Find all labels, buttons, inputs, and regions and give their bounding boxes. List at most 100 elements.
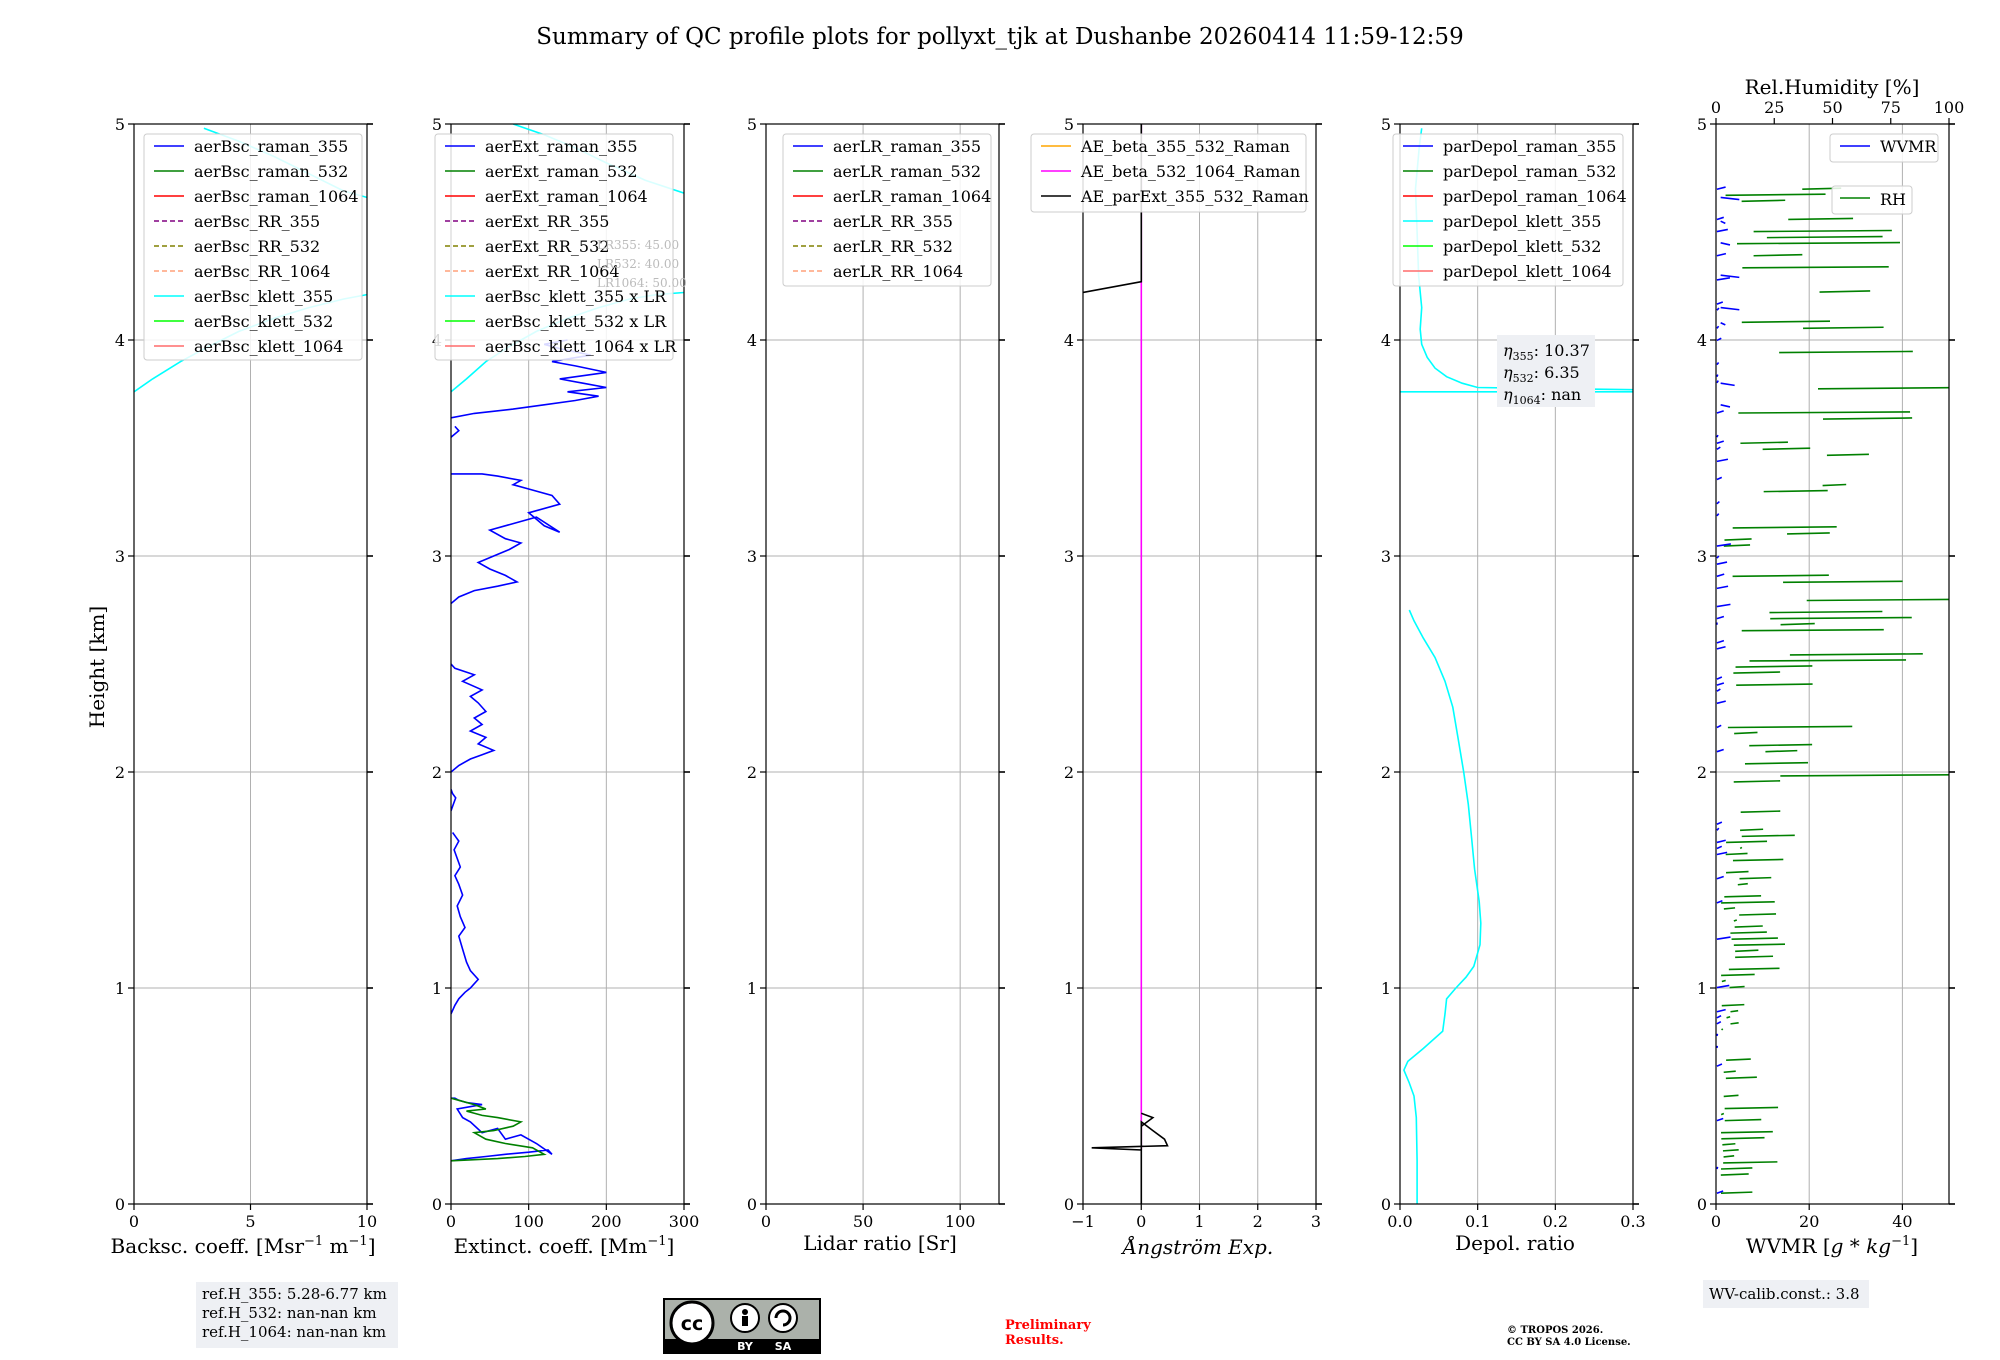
plot-frame xyxy=(1399,123,1634,1205)
x-tick-label: −1 xyxy=(1071,1212,1095,1231)
top-x-tick-label: 0 xyxy=(1711,98,1721,117)
series-line-rh xyxy=(1753,253,1803,257)
eta-value: η1064: nan xyxy=(1503,385,1581,407)
series-line-wvmr xyxy=(1716,1008,1726,1013)
series-line-wvmr xyxy=(1716,543,1732,547)
series-line-wvmr xyxy=(1716,410,1724,414)
legend-label: aerLR_RR_1064 xyxy=(833,262,963,281)
license-sa-label: SA xyxy=(775,1340,792,1353)
series-line-rh xyxy=(1724,1106,1779,1110)
series-line-wvmr xyxy=(1716,875,1724,880)
series-line-wvmr xyxy=(1716,639,1725,644)
series-line-rh xyxy=(1720,1191,1753,1194)
series-line-rh xyxy=(1779,350,1913,354)
x-axis-label-backscatter: Backsc. coeff. [Msr−1 m−1] xyxy=(111,1234,376,1258)
panel-backscatter: 0 5 10 0 1 2 3 4 5 aerBsc_raman_355 aerBsc_raman_5… xyxy=(115,115,377,1231)
legend-label: parDepol_klett_355 xyxy=(1443,212,1601,231)
series-line-aerext-raman-355 xyxy=(451,473,562,605)
series-line-wvmr xyxy=(1716,839,1726,844)
series-line-wvmr xyxy=(1720,306,1740,311)
series-line-rh xyxy=(1721,1130,1773,1134)
series-line-rh xyxy=(1721,979,1726,983)
eta-subscript: 532 xyxy=(1513,372,1534,385)
legend-label: WVMR xyxy=(1880,137,1937,156)
series-line-rh xyxy=(1734,925,1763,928)
legend-frame xyxy=(1030,133,1307,213)
reference-height-1064: ref.H_1064: nan-nan km xyxy=(202,1323,386,1341)
y-tick-label: 0 xyxy=(432,1195,442,1214)
legend-label: aerBsc_RR_1064 xyxy=(194,262,330,281)
reference-height-532: ref.H_532: nan-nan km xyxy=(202,1304,377,1322)
series-line-rh xyxy=(1735,665,1813,668)
series-line-rh xyxy=(1741,834,1795,838)
panel-depol-ratio: 0.0 0.1 0.2 0.3012345parDepol_raman_355parD… xyxy=(1381,115,1646,1231)
series-line-rh xyxy=(1806,598,1949,602)
share-alike-arrow xyxy=(774,1309,792,1327)
series-line-wvmr xyxy=(1716,216,1725,221)
legend-label: aerBsc_klett_355 x LR xyxy=(485,287,667,306)
legend-label: parDepol_klett_532 xyxy=(1443,237,1601,256)
series-line-rh xyxy=(1780,622,1815,626)
legend-label: aerLR_raman_355 xyxy=(833,137,981,156)
series-line-rh xyxy=(1723,1155,1735,1158)
legend-label: aerBsc_raman_1064 xyxy=(194,187,359,206)
series-line-rh xyxy=(1770,616,1912,620)
top-x-tick-label: 25 xyxy=(1764,98,1784,117)
legend-label: aerBsc_raman_355 xyxy=(194,137,348,156)
lidar-ratio-note: LR355: 45.00 xyxy=(597,238,679,252)
eta-number: : 6.35 xyxy=(1534,363,1580,382)
data-layer xyxy=(1400,128,1633,1204)
series-line-rh xyxy=(1740,441,1788,445)
series-line-rh xyxy=(1724,894,1762,898)
series-line-wvmr xyxy=(1716,325,1720,329)
y-tick-label: 5 xyxy=(1064,115,1074,134)
x-tick-label: 2 xyxy=(1253,1212,1263,1231)
cc-logo-letters: cc xyxy=(681,1313,704,1335)
series-line-rh xyxy=(1803,326,1884,330)
x-tick-label: 1 xyxy=(1194,1212,1204,1231)
series-line-rh xyxy=(1726,1015,1731,1019)
series-line-rh xyxy=(1769,610,1883,614)
series-line-rh xyxy=(1744,761,1809,765)
attribution-icon-head xyxy=(742,1309,748,1315)
legend-rh: RH xyxy=(1831,185,1913,215)
y-tick-label: 5 xyxy=(115,115,125,134)
series-line-wvmr xyxy=(1720,274,1740,279)
series-line-aerext-raman-355 xyxy=(451,425,460,438)
series-line-rh xyxy=(1780,774,1949,777)
x-tick-label: 200 xyxy=(591,1212,622,1231)
legend-frame xyxy=(434,133,674,361)
series-line-rh xyxy=(1733,780,1781,783)
series-line-wvmr xyxy=(1716,1014,1722,1019)
legend-label: aerBsc_RR_532 xyxy=(194,237,320,256)
reference-height-355: ref.H_355: 5.28-6.77 km xyxy=(202,1285,387,1303)
eta-symbol: η xyxy=(1503,385,1513,404)
series-line-rh xyxy=(1725,852,1748,856)
series-line-rh xyxy=(1722,1142,1736,1146)
cc-logo-icon xyxy=(669,1300,715,1346)
series-line-wvmr xyxy=(1716,186,1726,191)
series-line-wvmr xyxy=(1716,561,1728,565)
series-line-rh xyxy=(1738,411,1911,414)
series-line-aerext-raman-355 xyxy=(451,832,480,1015)
series-line-wvmr xyxy=(1716,337,1722,342)
series-line-wvmr xyxy=(1716,1166,1719,1170)
y-tick-label: 5 xyxy=(1381,115,1391,134)
series-line-wvmr xyxy=(1716,645,1726,650)
series-line-rh xyxy=(1818,386,1949,390)
series-line-wvmr xyxy=(1716,434,1719,438)
copyright-line2: CC BY SA 4.0 License. xyxy=(1507,1337,1631,1348)
series-line-rh xyxy=(1735,949,1759,953)
y-tick-label: 1 xyxy=(1381,979,1391,998)
y-tick-label: 5 xyxy=(432,115,442,134)
y-tick-label: 4 xyxy=(1697,331,1707,350)
legend: aerExt_raman_355 aerExt_raman_532 aerExt_r… xyxy=(434,133,677,361)
eta-subscript: 1064 xyxy=(1513,394,1541,407)
x-tick-label: 0 xyxy=(1711,1212,1721,1231)
figure-title: Summary of QC profile plots for pollyxt_… xyxy=(536,24,1463,50)
y-axis-label: Height [km] xyxy=(85,606,109,728)
series-line-wvmr xyxy=(1716,1063,1723,1067)
series-line-wvmr xyxy=(1716,1117,1724,1122)
series-line-rh xyxy=(1826,453,1869,457)
series-line-wvmr xyxy=(1716,513,1720,517)
